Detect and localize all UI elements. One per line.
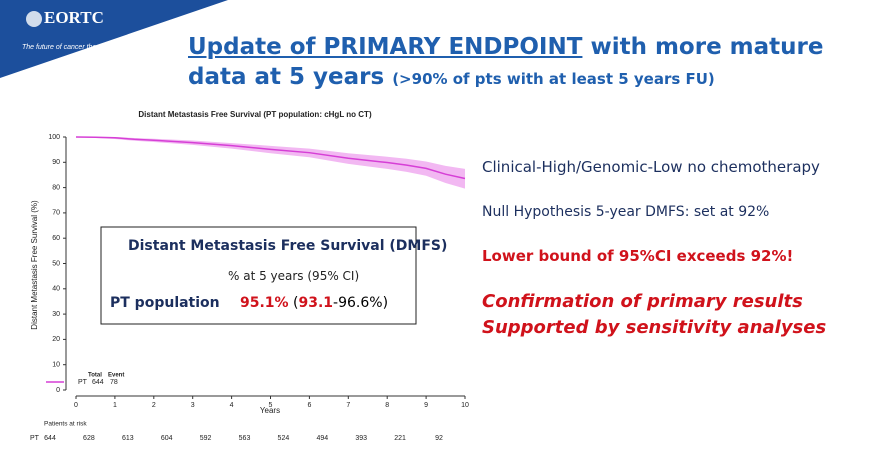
bullet: Confirmation of primary results [482,291,803,312]
legend-event: 78 [110,379,118,386]
y-tick-label: 10 [52,362,60,369]
logo-icon [26,11,42,27]
risk-value: 524 [278,435,290,442]
y-tick-label: 100 [48,134,60,141]
risk-value: 221 [394,435,406,442]
bullet: Null Hypothesis 5-year DMFS: set at 92% [482,204,770,220]
y-tick-label: 90 [52,159,60,166]
legend-header: Total [88,373,102,379]
bullet: Clinical-High/Genomic-Low no chemotherap… [482,158,820,176]
y-tick-label: 30 [52,311,60,318]
y-axis-label: Distant Metastasis Free Survival (%) [30,200,39,330]
risk-value: 644 [44,435,56,442]
x-tick-label: 8 [385,402,389,409]
title-rest: with more mature [582,34,824,60]
logo-tagline: The future of cancer therapy [22,44,110,51]
risk-value: 393 [355,435,367,442]
chart-title: Distant Metastasis Free Survival (PT pop… [138,110,372,119]
risk-row-label: PT [30,435,40,442]
bullet: Supported by sensitivity analyses [482,317,827,338]
y-tick-label: 80 [52,184,60,191]
risk-value: 628 [83,435,95,442]
x-tick-label: 7 [346,402,350,409]
x-tick-label: 2 [152,402,156,409]
logo-name: EORTC [44,8,104,27]
x-tick-label: 5 [269,402,273,409]
x-tick-label: 6 [307,402,311,409]
legend-total: 644 [92,379,104,386]
ci-open: ( [293,295,299,311]
inset-values: 95.1% (93.1-96.6%) [240,295,388,311]
ci-rest: -96.6%) [333,295,389,311]
x-axis-label: Years [260,406,280,415]
x-tick-label: 10 [461,402,469,409]
risk-value: 563 [239,435,251,442]
ci-lower: 93.1 [298,295,334,311]
logo-banner [0,0,228,78]
title-underlined: Update of PRIMARY ENDPOINT [188,34,583,60]
title-line2: data at 5 years [188,64,385,90]
estimate: 95.1% [240,295,289,311]
inset-row-label: PT population [110,295,220,311]
legend-header: Event [108,373,124,379]
risk-value: 592 [200,435,212,442]
ci-band [76,137,465,189]
x-tick-label: 0 [74,402,78,409]
survival-line [75,136,466,180]
inset-header: % at 5 years (95% CI) [228,269,360,283]
x-tick-label: 9 [424,402,428,409]
y-tick-label: 70 [52,210,60,217]
y-tick-label: 20 [52,336,60,343]
inset-title: Distant Metastasis Free Survival (DMFS) [128,238,448,254]
inset-box [100,226,417,325]
risk-value: 92 [435,435,443,442]
y-tick-label: 50 [52,260,60,267]
x-tick-label: 3 [191,402,195,409]
legend-label: PT [78,379,88,386]
risk-value: 494 [316,435,328,442]
risk-value: 604 [161,435,173,442]
risk-value: 613 [122,435,134,442]
y-tick-label: 40 [52,286,60,293]
y-tick-label: 60 [52,235,60,242]
x-tick-label: 4 [230,402,234,409]
title-note: (>90% of pts with at least 5 years FU) [392,70,715,88]
risk-title: Patients at risk [44,421,87,428]
bullet: Lower bound of 95%CI exceeds 92%! [482,247,794,265]
x-tick-label: 1 [113,402,117,409]
y-tick-label: 0 [56,387,60,394]
